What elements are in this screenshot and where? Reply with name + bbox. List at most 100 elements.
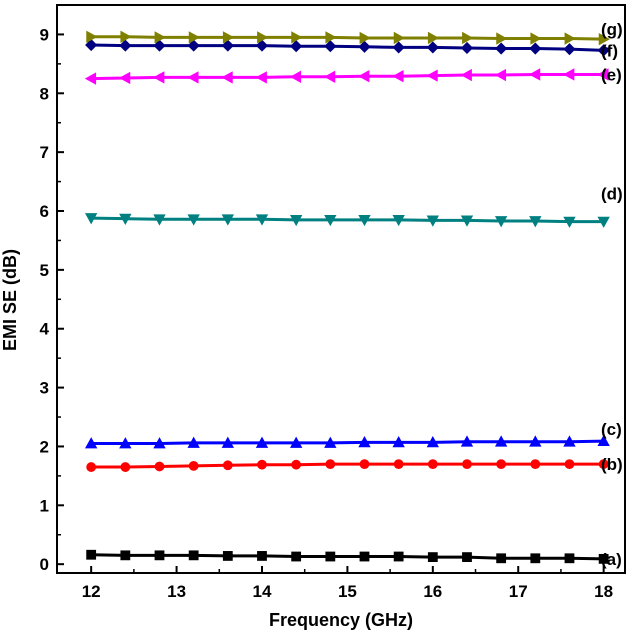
data-point <box>528 68 541 81</box>
data-point <box>563 435 576 447</box>
data-point <box>187 39 200 52</box>
data-point <box>530 553 541 564</box>
data-point <box>188 31 200 44</box>
data-point <box>255 436 269 448</box>
x-axis: 12 13 14 15 16 17 18 <box>82 566 613 601</box>
data-point <box>221 436 235 448</box>
x-tick-label: 15 <box>338 582 357 601</box>
series-d <box>84 213 610 228</box>
data-point <box>221 39 234 52</box>
data-point <box>154 550 165 561</box>
data-point <box>494 435 508 447</box>
data-point <box>392 436 405 448</box>
y-tick-label: 7 <box>40 143 49 162</box>
data-point <box>153 39 166 52</box>
x-tick-label: 16 <box>423 582 442 601</box>
series-g <box>86 30 610 46</box>
plot-frame <box>56 4 626 574</box>
data-point <box>84 72 97 85</box>
series-label: (a) <box>601 550 622 569</box>
series-line <box>91 553 604 561</box>
x-tick-label: 13 <box>167 582 186 601</box>
y-tick-label: 2 <box>40 437 49 456</box>
data-point <box>564 553 575 564</box>
series-line <box>91 43 604 52</box>
y-tick-label: 5 <box>40 261 49 280</box>
data-point <box>496 459 507 470</box>
series-line <box>91 72 604 81</box>
data-point <box>529 435 542 447</box>
data-point <box>86 549 97 560</box>
data-point <box>427 459 438 470</box>
data-point <box>187 436 200 448</box>
data-point <box>187 214 200 226</box>
data-point <box>529 42 542 55</box>
data-point <box>119 39 132 52</box>
data-point <box>426 436 439 448</box>
data-point <box>222 551 233 561</box>
data-point <box>187 71 199 84</box>
data-point <box>563 68 575 81</box>
data-point <box>120 30 132 43</box>
data-point <box>358 436 371 448</box>
data-point <box>392 41 405 54</box>
data-point <box>119 71 131 85</box>
data-point <box>530 459 541 470</box>
x-tick-label: 12 <box>82 582 101 601</box>
series-line <box>91 216 604 224</box>
data-point <box>119 437 132 449</box>
series-line <box>91 439 604 446</box>
data-point <box>563 216 576 228</box>
data-point <box>564 32 576 45</box>
data-point <box>460 215 474 227</box>
data-point <box>393 551 404 562</box>
data-point <box>290 40 303 53</box>
data-point <box>460 68 472 82</box>
series-label: (d) <box>601 185 623 204</box>
x-tick-label: 18 <box>594 582 613 601</box>
series-label: (f) <box>601 41 618 60</box>
data-point <box>120 462 131 472</box>
y-tick-label: 8 <box>40 84 49 103</box>
series-label: (g) <box>601 20 623 39</box>
data-point <box>597 216 610 228</box>
data-point <box>289 70 302 83</box>
y-tick-label: 9 <box>40 25 49 44</box>
data-point <box>530 32 542 45</box>
series-label: (b) <box>601 455 623 474</box>
data-point <box>153 71 165 84</box>
data-point <box>393 31 405 45</box>
data-point <box>392 214 405 227</box>
data-point <box>597 44 610 57</box>
data-point <box>84 213 98 225</box>
data-point <box>427 552 438 563</box>
y-tick-label: 0 <box>40 555 49 574</box>
data-point <box>323 70 336 83</box>
data-point <box>324 40 337 53</box>
data-point <box>291 459 302 470</box>
data-point <box>291 551 302 562</box>
data-point <box>324 214 337 227</box>
data-point <box>154 461 165 472</box>
data-point <box>426 41 439 54</box>
data-point <box>462 31 474 45</box>
data-point <box>325 459 336 470</box>
data-point <box>84 437 98 449</box>
data-point <box>291 31 303 44</box>
data-point <box>222 460 233 471</box>
data-point <box>393 459 404 470</box>
data-point <box>257 551 267 561</box>
data-point <box>426 69 438 82</box>
series-labels: (a) (b) (c) (d) (e) (f) (g) <box>601 20 623 569</box>
data-point <box>221 71 233 84</box>
data-point <box>257 459 267 470</box>
data-point <box>86 30 98 43</box>
data-point <box>119 213 132 225</box>
data-point <box>221 214 235 226</box>
data-point <box>325 551 336 562</box>
series-line <box>91 35 604 41</box>
data-point <box>496 32 508 45</box>
data-point <box>153 214 166 226</box>
y-tick-label: 4 <box>40 320 50 339</box>
x-tick-label: 17 <box>509 582 528 601</box>
